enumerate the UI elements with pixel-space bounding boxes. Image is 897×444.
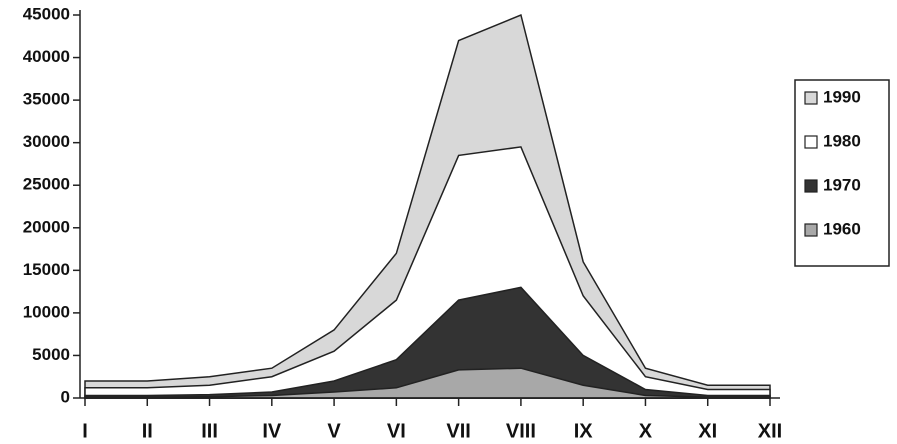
y-tick-label: 0 [61,387,70,406]
x-tick-label: VI [387,420,406,442]
x-tick-label: VII [446,420,470,442]
x-tick-label: II [142,420,153,442]
x-tick-label: XII [758,420,782,442]
y-tick-label: 45000 [23,4,70,23]
x-tick-label: III [201,420,218,442]
y-tick-label: 30000 [23,132,70,151]
legend-swatch [804,135,818,149]
x-tick-label: VIII [506,420,536,442]
x-tick-label: IV [262,420,282,442]
legend-swatch [804,223,818,237]
y-tick-label: 40000 [23,47,70,66]
x-tick-label: V [327,420,341,442]
y-tick-label: 10000 [23,302,70,321]
y-tick-label: 25000 [23,175,70,194]
x-tick-label: XI [698,420,717,442]
y-tick-label: 5000 [32,345,70,364]
legend-swatch [804,91,818,105]
legend-label: 1990 [823,87,861,106]
y-tick-label: 20000 [23,217,70,236]
y-tick-label: 35000 [23,90,70,109]
x-tick-label: I [82,420,88,442]
x-tick-label: IX [574,420,594,442]
legend-label: 1980 [823,131,861,150]
x-tick-label: X [639,420,653,442]
legend-swatch [804,179,818,193]
y-tick-label: 15000 [23,260,70,279]
legend-label: 1970 [823,175,861,194]
legend-label: 1960 [823,219,861,238]
